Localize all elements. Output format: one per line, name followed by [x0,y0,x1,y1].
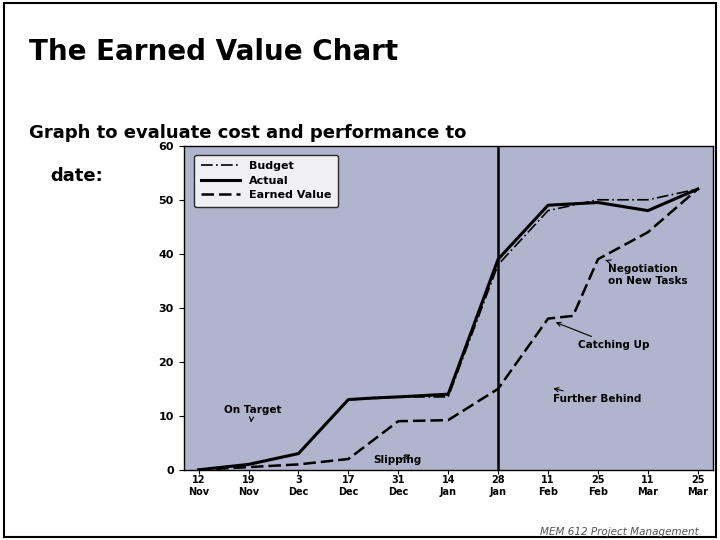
Text: Further Behind: Further Behind [553,388,642,404]
Earned Value [544,315,552,322]
Earned Value [244,464,253,470]
Text: Graph to evaluate cost and performance to: Graph to evaluate cost and performance t… [29,124,466,142]
Earned Value [294,461,302,468]
Text: date:: date: [50,167,103,185]
Earned Value [693,186,702,192]
Earned Value [394,418,402,424]
Actual [394,394,402,400]
Line: Budget: Budget [199,189,698,470]
Budget [194,467,203,473]
Actual [594,199,603,206]
Actual [494,256,503,262]
Actual [369,395,377,401]
Actual [444,391,452,397]
Earned Value [594,256,603,262]
Budget [369,395,377,402]
Earned Value [344,456,353,462]
Actual [544,202,552,208]
Text: The Earned Value Chart: The Earned Value Chart [29,38,398,66]
Budget [544,207,552,214]
Budget [594,197,603,203]
Text: MEM 612 Project Management: MEM 612 Project Management [540,527,698,537]
Budget [644,197,652,203]
Actual [693,186,702,192]
Text: Catching Up: Catching Up [557,322,649,350]
Text: Slipping: Slipping [373,455,422,465]
Earned Value [569,313,577,319]
Text: On Target: On Target [223,405,281,421]
Budget [693,186,702,192]
Budget [394,394,402,400]
Budget [344,396,353,403]
Earned Value [644,229,652,235]
Legend: Budget, Actual, Earned Value: Budget, Actual, Earned Value [194,154,338,207]
Earned Value [194,467,203,473]
Budget [444,394,452,400]
Actual [194,467,203,473]
Actual [644,207,652,214]
Line: Earned Value: Earned Value [199,189,698,470]
Earned Value [444,417,452,423]
Actual [244,461,253,468]
Line: Actual: Actual [199,189,698,470]
Text: Negotiation
on New Tasks: Negotiation on New Tasks [606,260,688,286]
Budget [494,261,503,268]
Actual [294,450,302,457]
Actual [344,396,353,403]
Earned Value [494,386,503,392]
Budget [294,450,302,457]
Budget [244,461,253,468]
